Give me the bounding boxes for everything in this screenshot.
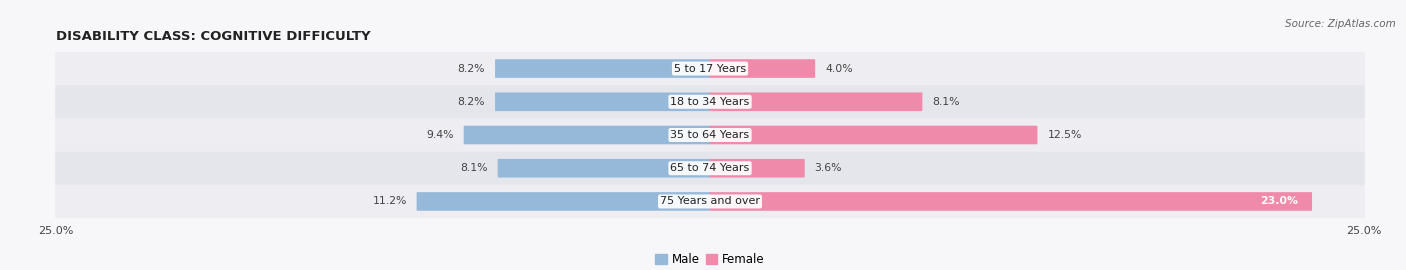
FancyBboxPatch shape [464, 126, 710, 144]
FancyBboxPatch shape [710, 159, 804, 178]
Text: 8.1%: 8.1% [932, 97, 960, 107]
FancyBboxPatch shape [55, 185, 1365, 218]
FancyBboxPatch shape [710, 92, 922, 111]
Text: 12.5%: 12.5% [1047, 130, 1081, 140]
Text: 35 to 64 Years: 35 to 64 Years [671, 130, 749, 140]
Text: 8.1%: 8.1% [460, 163, 488, 173]
Text: Source: ZipAtlas.com: Source: ZipAtlas.com [1285, 19, 1396, 29]
FancyBboxPatch shape [710, 192, 1312, 211]
Legend: Male, Female: Male, Female [651, 248, 769, 270]
Text: 75 Years and over: 75 Years and over [659, 197, 761, 207]
FancyBboxPatch shape [498, 159, 710, 178]
FancyBboxPatch shape [55, 85, 1365, 118]
FancyBboxPatch shape [495, 59, 710, 78]
Text: 5 to 17 Years: 5 to 17 Years [673, 63, 747, 73]
Text: 3.6%: 3.6% [814, 163, 842, 173]
Text: 4.0%: 4.0% [825, 63, 852, 73]
FancyBboxPatch shape [55, 152, 1365, 185]
Text: 9.4%: 9.4% [426, 130, 454, 140]
Text: 23.0%: 23.0% [1260, 197, 1298, 207]
FancyBboxPatch shape [710, 59, 815, 78]
FancyBboxPatch shape [710, 126, 1038, 144]
Text: 18 to 34 Years: 18 to 34 Years [671, 97, 749, 107]
Text: 65 to 74 Years: 65 to 74 Years [671, 163, 749, 173]
Text: 8.2%: 8.2% [457, 63, 485, 73]
FancyBboxPatch shape [55, 52, 1365, 85]
Text: DISABILITY CLASS: COGNITIVE DIFFICULTY: DISABILITY CLASS: COGNITIVE DIFFICULTY [56, 30, 371, 43]
FancyBboxPatch shape [55, 118, 1365, 152]
Text: 11.2%: 11.2% [373, 197, 406, 207]
FancyBboxPatch shape [416, 192, 710, 211]
Text: 8.2%: 8.2% [457, 97, 485, 107]
FancyBboxPatch shape [495, 92, 710, 111]
